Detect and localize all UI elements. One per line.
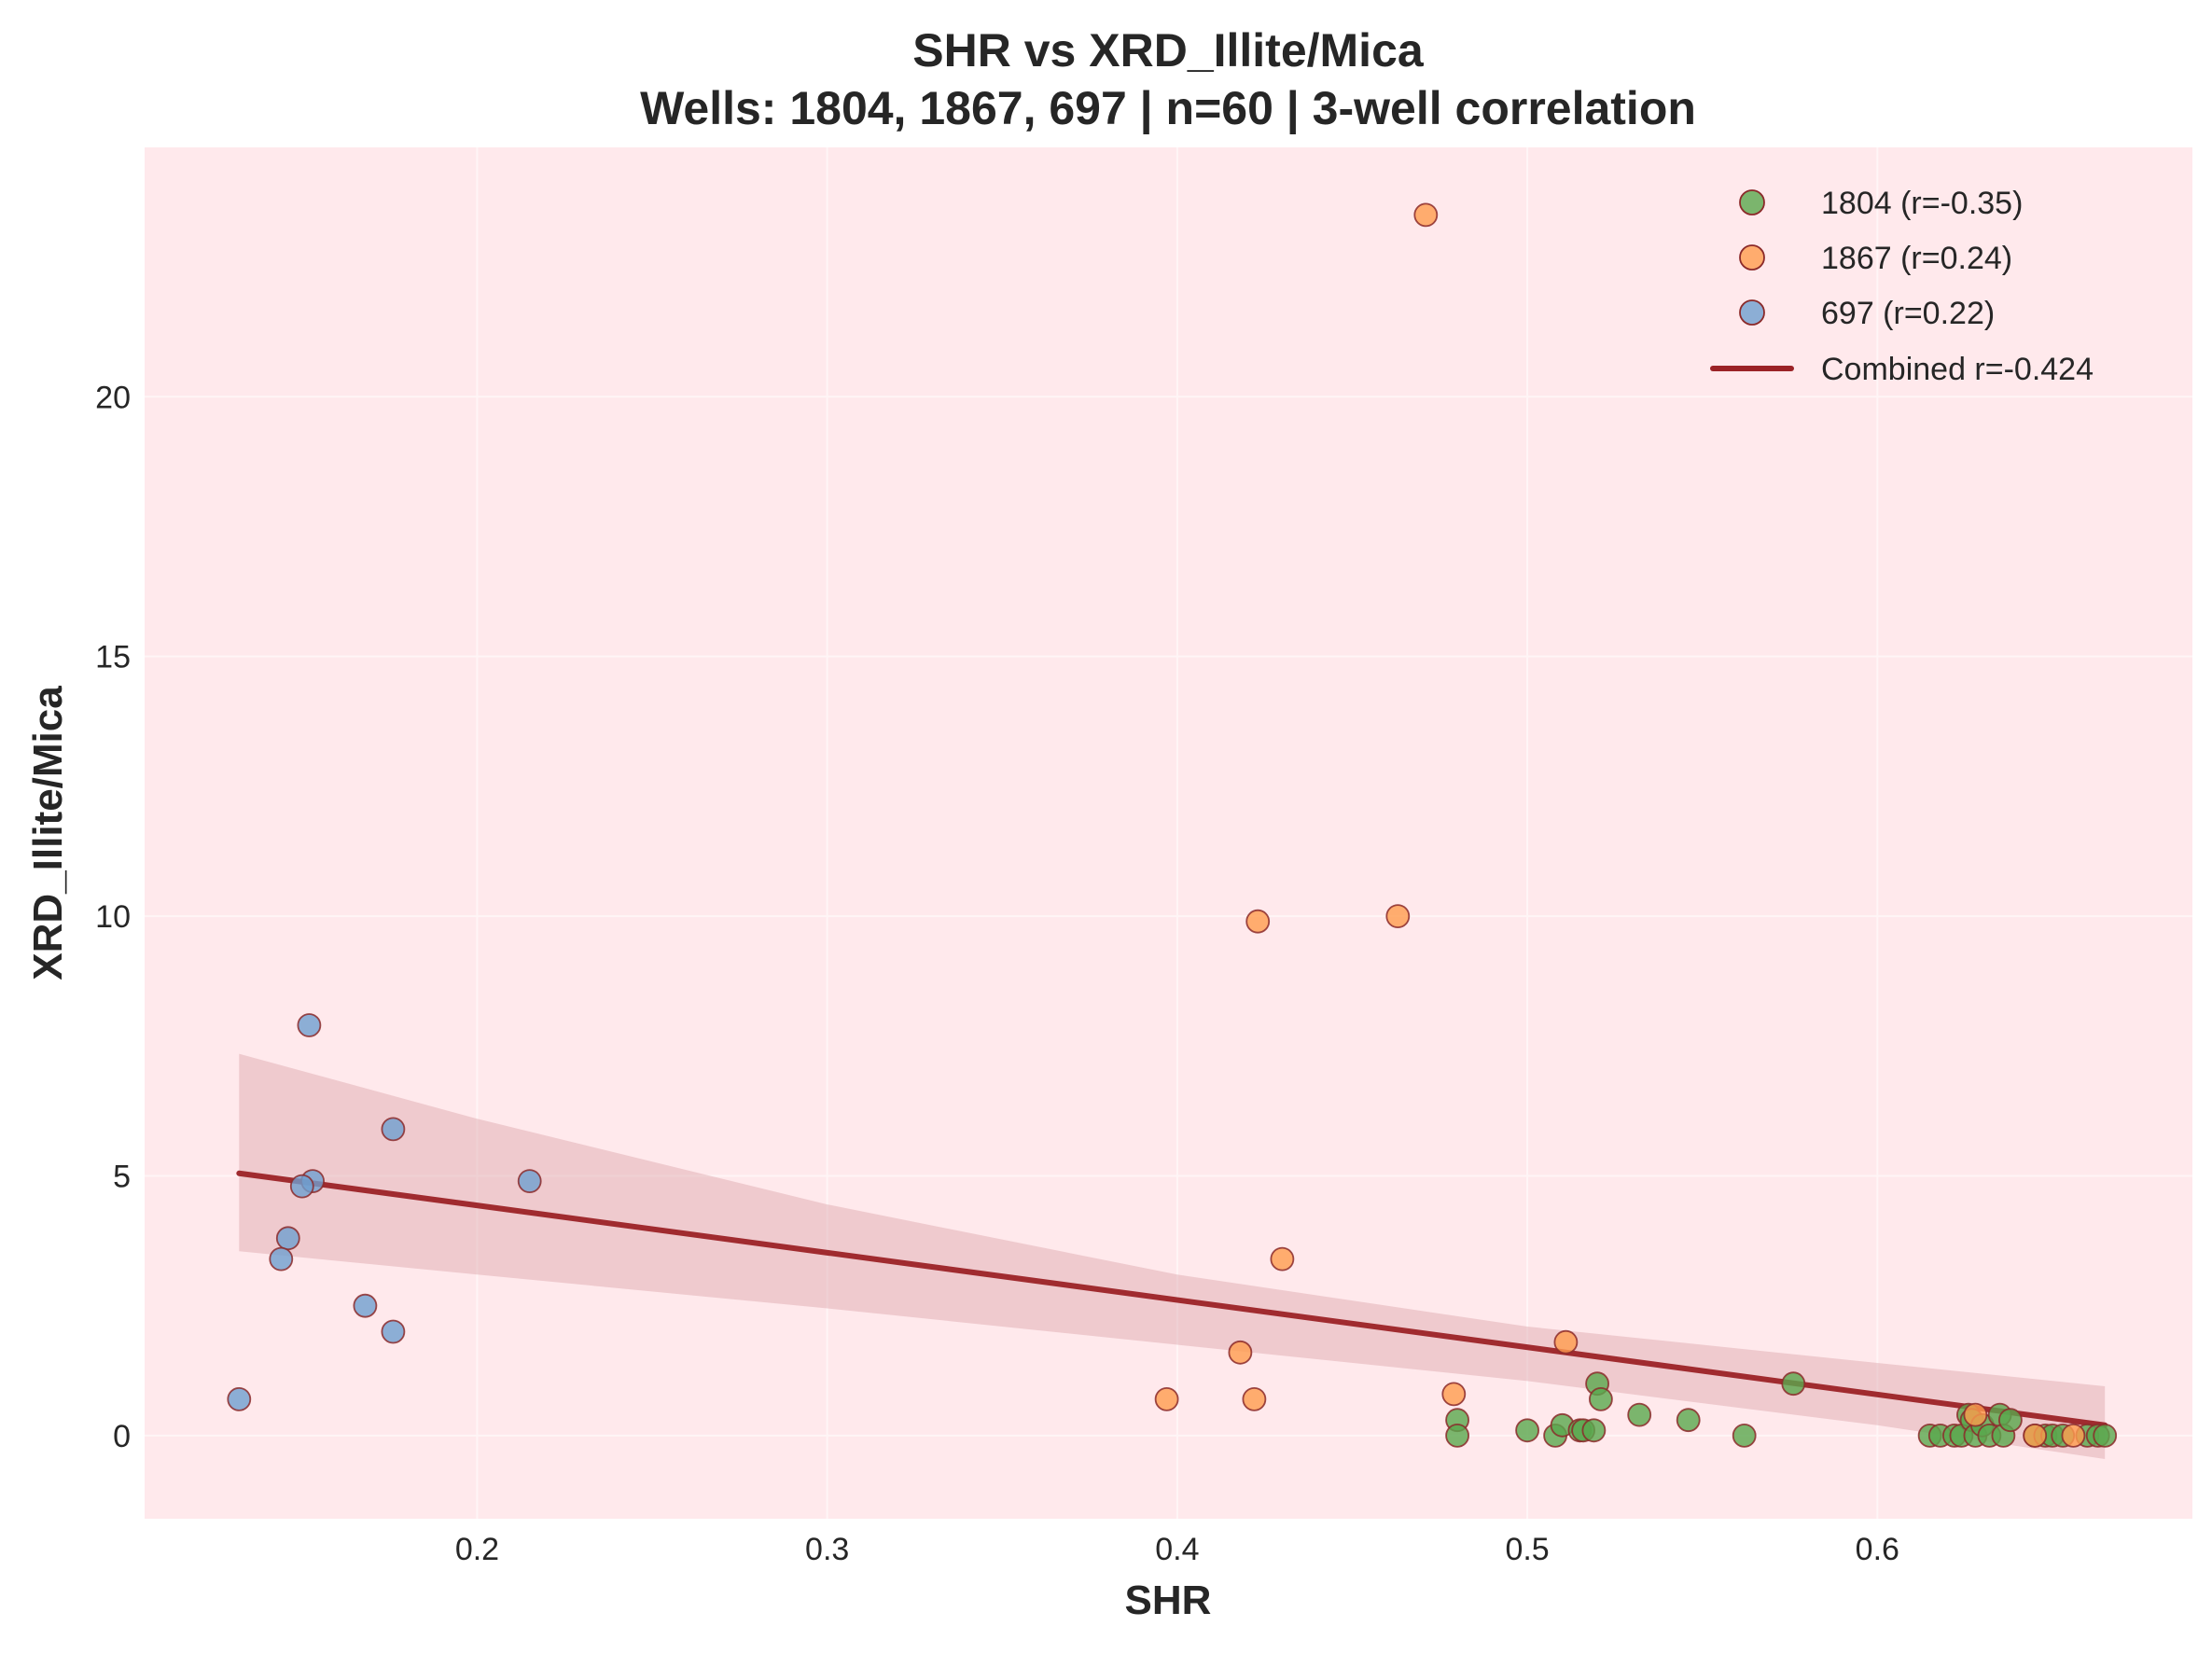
point-1867	[2023, 1424, 2048, 1448]
point-697	[353, 1293, 378, 1318]
y-tick-label: 0	[113, 1419, 131, 1454]
x-axis-label: SHR	[1125, 1578, 1212, 1623]
point-697	[269, 1246, 294, 1272]
point-697	[381, 1117, 406, 1142]
chart-title-line-2: Wells: 1804, 1867, 697 | n=60 | 3-well c…	[640, 82, 1696, 135]
x-tick-label: 0.3	[805, 1532, 849, 1567]
y-tick-label: 5	[113, 1160, 131, 1195]
legend-marker-697	[1739, 299, 1765, 326]
point-1867	[1553, 1329, 1579, 1355]
y-axis-label: XRD_Illite/Mica	[25, 686, 71, 980]
point-697	[227, 1387, 252, 1411]
point-1867	[1154, 1387, 1179, 1411]
y-tick-label: 15	[95, 640, 131, 675]
plot-area-background	[145, 147, 2192, 1519]
legend: 1804 (r=-0.35) 1867 (r=0.24) 697 (r=0.22…	[1710, 186, 2094, 387]
point-1867	[1385, 904, 1411, 928]
point-1867	[1245, 909, 1271, 934]
legend-marker-1867	[1739, 244, 1765, 271]
x-tick-label: 0.2	[455, 1532, 499, 1567]
point-1804	[1589, 1387, 1613, 1411]
confidence-band	[239, 1053, 2106, 1459]
x-tick-labels: 0.2 0.3 0.4 0.5 0.6	[455, 1532, 1899, 1567]
x-tick-label: 0.5	[1505, 1532, 1549, 1567]
gridlines	[145, 147, 2192, 1519]
legend-label-1804: 1804 (r=-0.35)	[1821, 186, 2023, 221]
legend-label-fit: Combined r=-0.424	[1821, 352, 2094, 387]
y-tick-labels: 0 5 10 15 20	[95, 380, 131, 1454]
point-1804	[1997, 1408, 2023, 1433]
point-697	[275, 1226, 300, 1251]
point-1867	[1413, 202, 1439, 228]
point-1867	[1270, 1246, 1295, 1272]
point-697	[517, 1169, 542, 1193]
point-1867	[1228, 1340, 1253, 1365]
y-tick-label: 20	[95, 380, 131, 415]
legend-label-1867: 1867 (r=0.24)	[1821, 241, 2012, 276]
point-697	[381, 1319, 406, 1344]
legend-label-697: 697 (r=0.22)	[1821, 296, 1995, 331]
legend-marker-1804	[1739, 189, 1765, 215]
point-1804	[1581, 1418, 1607, 1443]
point-1867	[1242, 1387, 1267, 1411]
point-1804	[1627, 1402, 1652, 1427]
point-1804	[1781, 1371, 1806, 1397]
point-1804	[1445, 1424, 1469, 1448]
point-1804	[2093, 1424, 2118, 1448]
x-tick-label: 0.6	[1856, 1532, 1899, 1567]
point-697	[297, 1013, 322, 1037]
point-1804	[1515, 1418, 1539, 1443]
point-1867	[1441, 1382, 1467, 1407]
point-1867	[1963, 1402, 1988, 1427]
y-tick-label: 10	[95, 899, 131, 935]
point-1867	[2061, 1424, 2086, 1448]
data-points-layer	[227, 202, 2118, 1448]
x-tick-label: 0.4	[1155, 1532, 1199, 1567]
chart-title-line-1: SHR vs XRD_Illite/Mica	[912, 24, 1425, 76]
confidence-band-layer	[239, 1053, 2106, 1459]
point-1804	[1676, 1408, 1701, 1433]
point-697	[289, 1174, 314, 1199]
point-1804	[1732, 1424, 1757, 1448]
